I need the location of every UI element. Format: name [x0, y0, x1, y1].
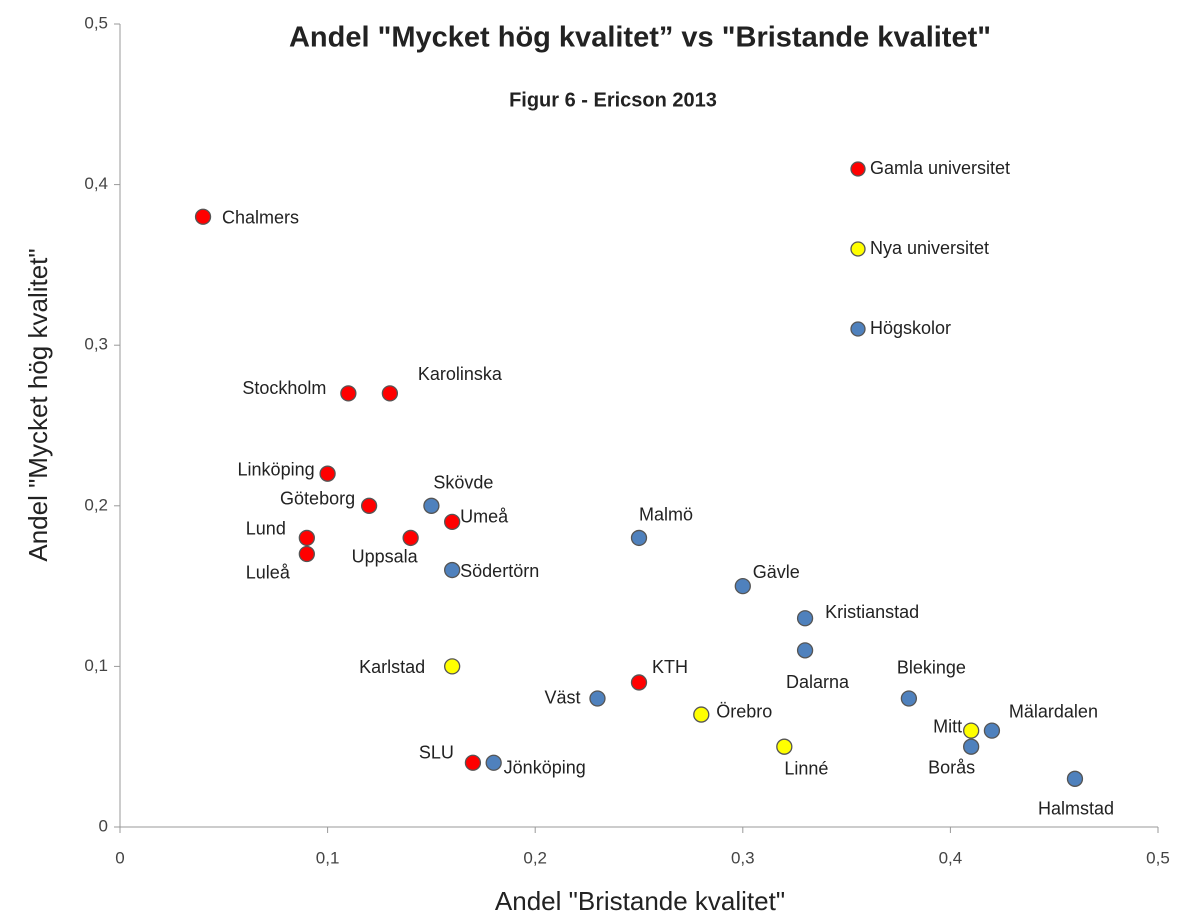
point-label: Luleå	[246, 563, 291, 583]
point-label: Linköping	[238, 459, 315, 479]
data-point	[796, 642, 814, 659]
point-label: KTH	[652, 657, 688, 677]
data-point	[963, 738, 980, 755]
data-point	[194, 208, 212, 225]
point-label: Borås	[928, 757, 975, 777]
x-tick-label: 0,1	[316, 848, 340, 867]
chart-subtitle: Figur 6 - Ericson 2013	[509, 89, 717, 111]
legend-marker	[850, 241, 866, 257]
point-label: Halmstad	[1038, 799, 1114, 819]
data-point	[298, 529, 315, 547]
data-point	[485, 754, 502, 771]
data-point	[360, 497, 378, 514]
x-tick-label: 0	[115, 848, 124, 867]
y-tick-label: 0,4	[84, 174, 108, 193]
data-point	[340, 385, 357, 402]
x-tick-label: 0,3	[731, 848, 755, 867]
data-point	[1066, 770, 1084, 787]
y-tick-label: 0	[99, 816, 108, 835]
point-label: Lund	[246, 519, 286, 539]
point-label: Södertörn	[460, 561, 539, 581]
data-point	[423, 497, 440, 514]
chart-title: Andel "Mycket hög kvalitet” vs "Bristand…	[289, 22, 991, 54]
y-tick-label: 0,2	[84, 495, 108, 514]
point-label: Linné	[784, 758, 828, 778]
point-label: Dalarna	[786, 672, 850, 692]
data-point	[693, 706, 710, 723]
point-label: Gävle	[753, 562, 800, 582]
data-point	[630, 529, 648, 547]
point-label: Uppsala	[352, 547, 419, 567]
data-point	[319, 465, 336, 482]
data-point	[298, 545, 315, 563]
point-label: Chalmers	[222, 207, 299, 227]
point-label: Karlstad	[359, 657, 425, 677]
y-tick-label: 0,3	[84, 335, 108, 354]
point-label: Väst	[544, 687, 580, 707]
data-point	[589, 690, 606, 707]
y-tick-label: 0,1	[84, 656, 108, 675]
legend-marker	[850, 161, 866, 177]
point-label: Örebro	[716, 701, 772, 721]
point-label: Kristianstad	[825, 602, 919, 622]
point-label: Umeå	[460, 507, 509, 527]
legend-marker	[850, 321, 866, 337]
point-label: Göteborg	[280, 489, 355, 509]
data-point	[796, 610, 814, 627]
data-point	[734, 577, 751, 595]
data-point	[464, 754, 482, 771]
data-point	[381, 385, 399, 402]
data-point	[983, 722, 1001, 739]
legend-label: Nya universitet	[870, 238, 989, 258]
data-point	[963, 722, 980, 739]
point-label: Mälardalen	[1009, 701, 1098, 721]
point-label: Jönköping	[504, 758, 586, 778]
point-label: Skövde	[433, 473, 493, 493]
data-point	[630, 674, 648, 691]
data-point	[444, 513, 461, 531]
point-label: Mitt	[933, 716, 962, 736]
data-point	[444, 658, 461, 675]
point-label: Stockholm	[242, 378, 326, 398]
x-tick-label: 0,2	[523, 848, 547, 867]
y-axis-label: Andel "Mycket hög kvalitet"	[23, 248, 53, 561]
point-label: Blekinge	[897, 657, 966, 677]
x-tick-label: 0,4	[939, 848, 963, 867]
point-label: Karolinska	[418, 364, 503, 384]
data-point	[402, 529, 419, 547]
data-point	[776, 738, 793, 755]
data-point	[900, 690, 918, 707]
x-axis-label: Andel "Bristande kvalitet"	[495, 886, 785, 916]
legend-label: Högskolor	[870, 318, 951, 338]
legend-label: Gamla universitet	[870, 158, 1010, 178]
y-tick-label: 0,5	[84, 13, 108, 32]
point-label: SLU	[419, 743, 454, 763]
point-label: Malmö	[639, 505, 693, 525]
x-tick-label: 0,5	[1146, 848, 1170, 867]
data-point	[444, 561, 461, 579]
